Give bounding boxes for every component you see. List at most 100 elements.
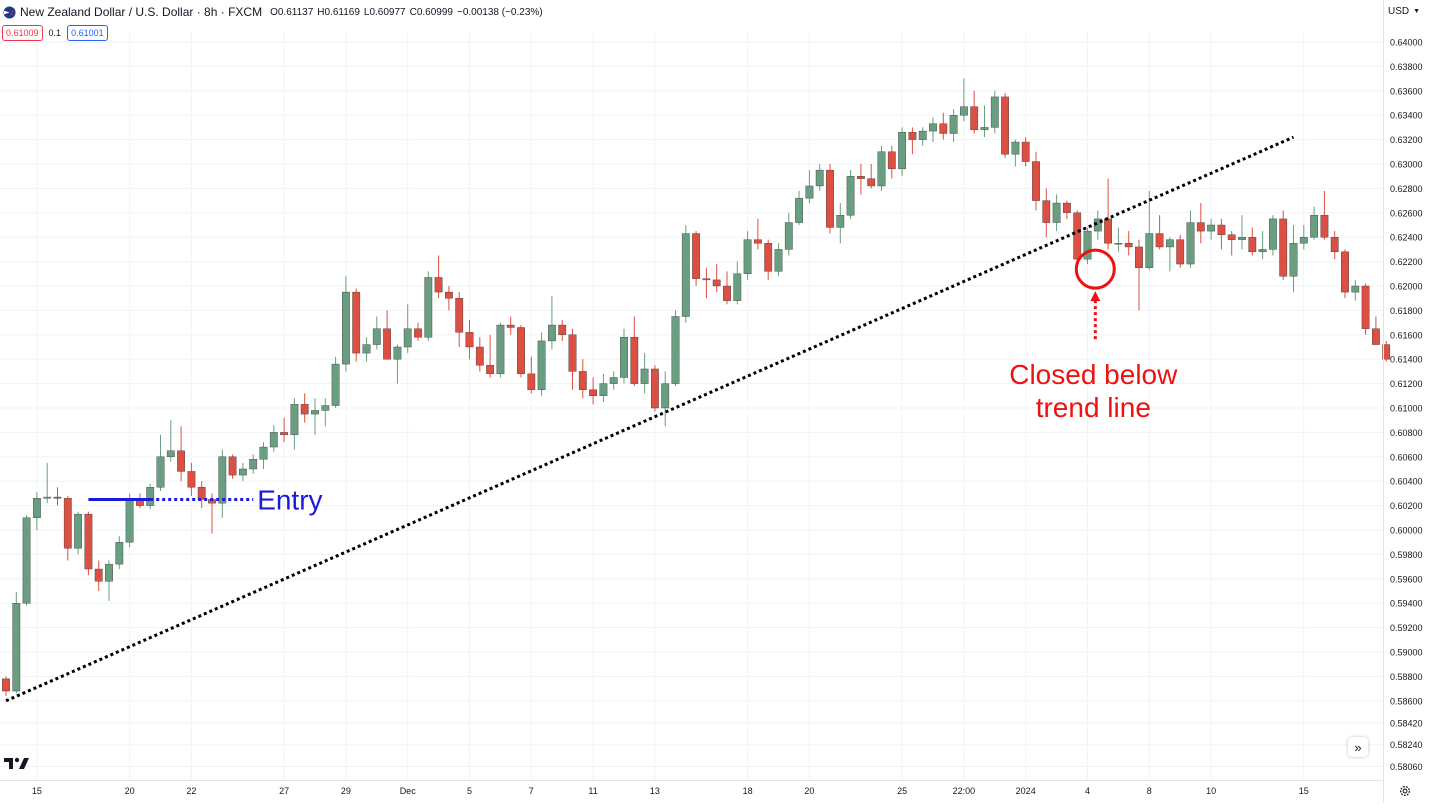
candle-body	[1289, 243, 1298, 277]
candle-up	[960, 78, 968, 122]
candle-down	[177, 426, 185, 482]
candle-down	[187, 462, 196, 496]
candle-body	[1217, 224, 1226, 235]
candle-down	[568, 328, 577, 390]
x-tick-label: 20	[125, 786, 135, 796]
candle-body	[84, 513, 93, 570]
currency-selector[interactable]: USD ▼	[1388, 6, 1420, 17]
candle-body	[125, 500, 134, 543]
candle-up	[1299, 225, 1308, 250]
candle-body	[661, 383, 670, 409]
gear-icon[interactable]	[1398, 784, 1412, 798]
candle-body	[1114, 243, 1123, 245]
candle-up	[1145, 190, 1154, 271]
candle-body	[609, 377, 618, 384]
candle-body	[403, 328, 412, 348]
y-tick-label: 0.61600	[1390, 330, 1423, 340]
candle-down	[434, 255, 443, 299]
y-tick-label: 0.58240	[1390, 740, 1423, 750]
x-tick-label: 29	[341, 786, 351, 796]
candle-up	[393, 344, 402, 384]
candle-body	[1083, 230, 1092, 260]
candle-body	[22, 517, 31, 604]
candle-up	[1207, 218, 1216, 240]
sell-button[interactable]: 0.61009	[2, 25, 43, 41]
candle-body	[898, 132, 907, 170]
candle-body	[795, 197, 804, 223]
candle-up	[290, 398, 299, 450]
candle-down	[352, 288, 361, 362]
candle-body	[1011, 141, 1020, 155]
y-tick-label: 0.60200	[1390, 501, 1423, 511]
candle-up	[146, 483, 155, 510]
y-tick-label: 0.58420	[1390, 718, 1423, 728]
tradingview-logo-icon[interactable]	[4, 755, 30, 771]
candle-up	[166, 420, 175, 462]
candle-body	[774, 249, 783, 272]
candle-up	[43, 462, 52, 504]
candle-body	[414, 328, 422, 338]
change-value: −0.00138 (−0.23%)	[457, 6, 543, 18]
candle-body	[496, 324, 505, 375]
candle-body	[383, 328, 391, 360]
x-tick-label: 11	[588, 786, 597, 796]
arrow-head-icon	[1090, 291, 1101, 302]
candle-body	[723, 285, 731, 301]
candle-down	[1032, 151, 1040, 211]
y-tick-label: 0.63600	[1390, 86, 1423, 96]
candle-up	[774, 243, 783, 277]
candle-body	[1155, 233, 1164, 248]
candle-up	[640, 353, 649, 394]
candle-down	[280, 417, 288, 443]
y-tick-label: 0.58800	[1390, 672, 1423, 682]
candle-down	[1217, 218, 1226, 250]
candle-down	[527, 356, 536, 394]
x-tick-label: 27	[279, 786, 289, 796]
candle-up	[949, 109, 958, 143]
y-tick-label: 0.61800	[1390, 306, 1423, 316]
candle-body	[486, 365, 494, 375]
candle-body	[887, 151, 896, 170]
buy-button[interactable]: 0.61001	[67, 25, 108, 41]
candle-down	[712, 264, 721, 293]
candle-down	[94, 560, 103, 591]
y-tick-label: 0.60600	[1390, 452, 1423, 462]
candle-body	[146, 487, 155, 506]
candle-body	[589, 389, 598, 397]
candle-down	[475, 337, 484, 372]
candle-up	[805, 170, 814, 204]
candle-down	[1042, 188, 1051, 238]
y-tick-label: 0.62800	[1390, 184, 1423, 194]
candle-body	[681, 233, 690, 317]
candle-body	[826, 169, 834, 228]
candle-body	[1279, 218, 1288, 277]
candle-down	[63, 495, 72, 561]
symbol-title[interactable]: New Zealand Dollar / U.S. Dollar · 8h · …	[20, 5, 263, 19]
candle-down	[1341, 249, 1349, 299]
candle-up	[424, 271, 433, 341]
candle-body	[249, 459, 258, 470]
candle-body	[321, 405, 330, 411]
y-tick-label: 0.63200	[1390, 135, 1423, 145]
candle-body	[651, 368, 659, 409]
candle-body	[197, 487, 206, 500]
close-label-line1: Closed below	[1009, 359, 1178, 390]
candle-up	[836, 203, 845, 244]
candle-up	[1268, 215, 1277, 256]
candle-up	[311, 398, 319, 435]
candle-body	[548, 324, 556, 342]
candle-down	[857, 164, 865, 195]
double-chevron-right-icon[interactable]: »	[1348, 737, 1368, 757]
candle-body	[929, 123, 937, 132]
candle-up	[1083, 227, 1092, 265]
x-tick-label: 4	[1085, 786, 1090, 796]
candle-up	[331, 356, 340, 408]
candle-down	[1104, 178, 1113, 250]
candle-down	[1176, 234, 1185, 268]
candle-body	[1371, 328, 1380, 345]
candle-up	[877, 145, 886, 191]
candle-up	[599, 373, 608, 402]
candle-down	[1001, 93, 1010, 158]
